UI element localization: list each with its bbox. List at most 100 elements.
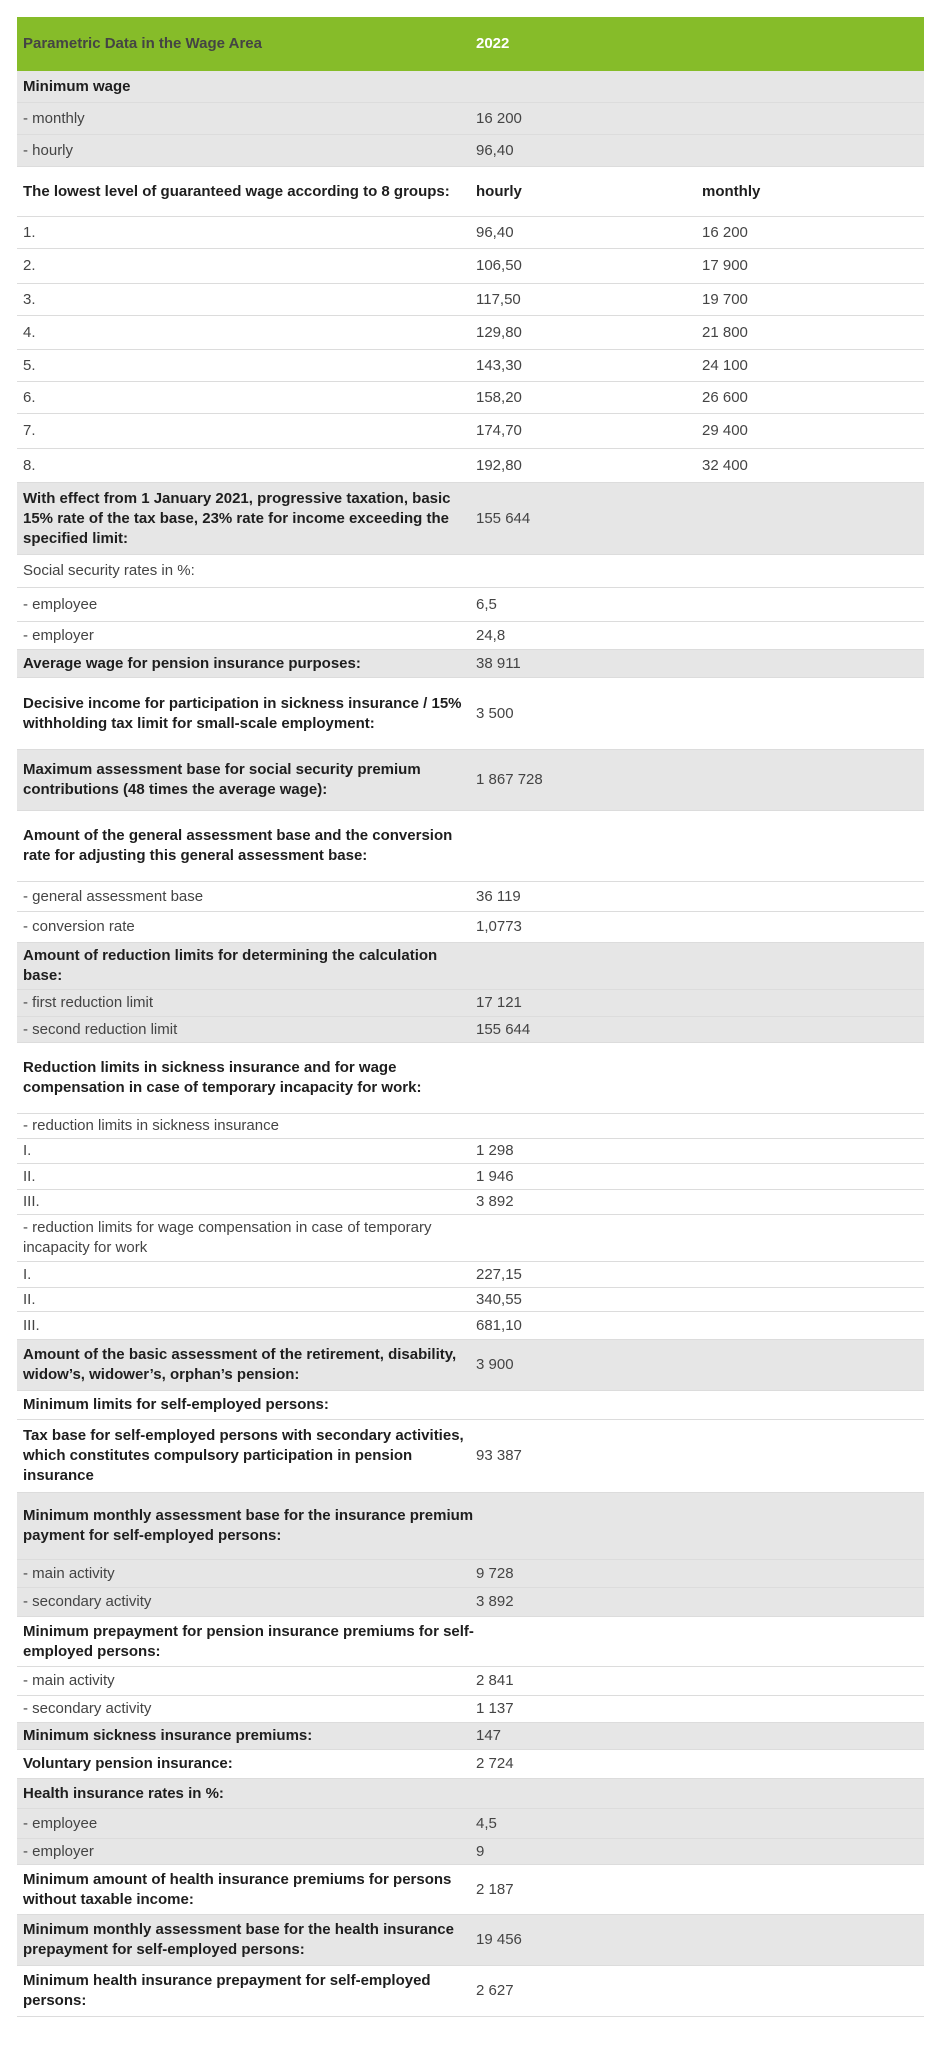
row-value: 93 387 (476, 1447, 522, 1464)
row-value: 192,80 (476, 456, 522, 474)
table-row: III. 3 892 (17, 1190, 924, 1215)
row-value: 16 200 (476, 109, 522, 127)
row-label: 3. (23, 290, 36, 308)
table-row: - second reduction limit 155 644 (17, 1017, 924, 1043)
row-label: Decisive income for participation in sic… (23, 694, 462, 732)
row-label: - employer (23, 1842, 94, 1860)
row-value: 96,40 (476, 223, 514, 241)
row-value: 117,50 (476, 290, 521, 308)
row-label: - secondary activity (23, 1593, 152, 1610)
row-label: 8. (23, 456, 36, 474)
row-value: 1 946 (476, 1167, 514, 1185)
row-label: Average wage for pension insurance purpo… (23, 654, 361, 672)
row-label: 7. (23, 422, 36, 439)
row-value: 2 187 (476, 1880, 514, 1898)
table-row: 8. 192,80 32 400 (17, 449, 924, 483)
table-row: Amount of the general assessment base an… (17, 811, 924, 882)
row-value: 3 500 (476, 704, 514, 722)
table-row: - reduction limits for wage compensation… (17, 1215, 924, 1262)
row-value-monthly: 19 700 (702, 290, 748, 308)
row-label: Minimum limits for self-employed persons… (23, 1396, 329, 1413)
row-value: 681,10 (476, 1316, 522, 1334)
row-label: Minimum monthly assessment base for the … (23, 1921, 454, 1958)
table-row: Minimum health insurance prepayment for … (17, 1966, 924, 2017)
row-label: - hourly (23, 141, 74, 159)
row-label: - main activity (23, 1564, 115, 1582)
table-header: Parametric Data in the Wage Area 2022 (17, 17, 924, 71)
row-value: 38 911 (476, 654, 521, 672)
row-label: Minimum monthly assessment base for the … (23, 1507, 474, 1544)
row-label: - employer (23, 626, 94, 644)
table-row: - secondary activity 3 892 (17, 1588, 924, 1617)
row-value: 19 456 (476, 1931, 522, 1948)
table-row: 5. 143,30 24 100 (17, 350, 924, 382)
row-label: II. (23, 1290, 36, 1308)
row-value-monthly: monthly (702, 182, 761, 200)
row-value: 36 119 (476, 887, 521, 905)
table-row: Amount of reduction limits for determini… (17, 943, 924, 990)
row-value: 2 627 (476, 1982, 514, 1999)
table-row: Minimum amount of health insurance premi… (17, 1865, 924, 1915)
row-label: - second reduction limit (23, 1020, 178, 1038)
table-row: - first reduction limit 17 121 (17, 990, 924, 1017)
table-row: - employer 9 (17, 1839, 924, 1865)
row-value: 155 644 (476, 509, 531, 527)
row-value: 1 137 (476, 1700, 514, 1717)
table-row: 4. 129,80 21 800 (17, 316, 924, 350)
row-label: III. (23, 1316, 40, 1334)
table-row: Tax base for self-employed persons with … (17, 1420, 924, 1493)
table-row: Minimum monthly assessment base for the … (17, 1493, 924, 1560)
table-row: - conversion rate 1,0773 (17, 912, 924, 943)
table-row: II. 1 946 (17, 1164, 924, 1190)
row-value: 3 892 (476, 1193, 514, 1210)
row-label: With effect from 1 January 2021, progres… (23, 489, 451, 547)
row-label: - reduction limits for wage compensation… (23, 1219, 432, 1256)
table-row: Average wage for pension insurance purpo… (17, 650, 924, 678)
row-value: 2 724 (476, 1755, 514, 1772)
row-label: - general assessment base (23, 887, 204, 905)
row-label: - first reduction limit (23, 994, 154, 1011)
row-value: 6,5 (476, 595, 497, 613)
table-row: Health insurance rates in %: (17, 1779, 924, 1809)
row-label: Social security rates in %: (23, 562, 195, 579)
row-value: 227,15 (476, 1265, 522, 1283)
row-value-monthly: 29 400 (702, 422, 748, 439)
table-row: Social security rates in %: (17, 555, 924, 588)
row-value: 106,50 (476, 257, 522, 274)
row-value: 174,70 (476, 422, 522, 439)
table-row: - main activity 2 841 (17, 1667, 924, 1696)
row-label: - employee (23, 1814, 98, 1832)
row-label: Tax base for self-employed persons with … (23, 1427, 464, 1484)
row-label: Minimum wage (23, 77, 131, 95)
table-row: 2. 106,50 17 900 (17, 249, 924, 284)
row-value: 340,55 (476, 1290, 522, 1308)
row-value: 1 298 (476, 1142, 514, 1159)
row-value: 155 644 (476, 1020, 531, 1038)
row-value: 129,80 (476, 323, 522, 341)
row-label: II. (23, 1167, 36, 1185)
table-row: I. 227,15 (17, 1262, 924, 1288)
row-value: 9 (476, 1842, 485, 1860)
table-row: Reduction limits in sickness insurance a… (17, 1043, 924, 1114)
row-value: 143,30 (476, 356, 522, 374)
table-row: 3. 117,50 19 700 (17, 284, 924, 316)
table-row: - main activity 9 728 (17, 1560, 924, 1588)
table-row: Voluntary pension insurance: 2 724 (17, 1750, 924, 1779)
row-label: Minimum prepayment for pension insurance… (23, 1622, 474, 1660)
row-label: - monthly (23, 109, 85, 127)
row-label: 6. (23, 388, 36, 406)
row-value: 147 (476, 1727, 502, 1744)
table-row: 1. 96,40 16 200 (17, 217, 924, 249)
row-value-monthly: 21 800 (702, 323, 748, 341)
row-label: - main activity (23, 1672, 115, 1689)
row-value: 3 892 (476, 1593, 514, 1610)
row-label: III. (23, 1193, 40, 1210)
row-value: 96,40 (476, 141, 514, 159)
table-row: I. 1 298 (17, 1139, 924, 1164)
row-label: - secondary activity (23, 1700, 152, 1717)
table-row: Minimum limits for self-employed persons… (17, 1391, 924, 1420)
row-label: 1. (23, 223, 36, 241)
row-label: Health insurance rates in %: (23, 1784, 224, 1802)
row-label: Amount of reduction limits for determini… (23, 947, 438, 984)
row-value: 2 841 (476, 1672, 514, 1689)
